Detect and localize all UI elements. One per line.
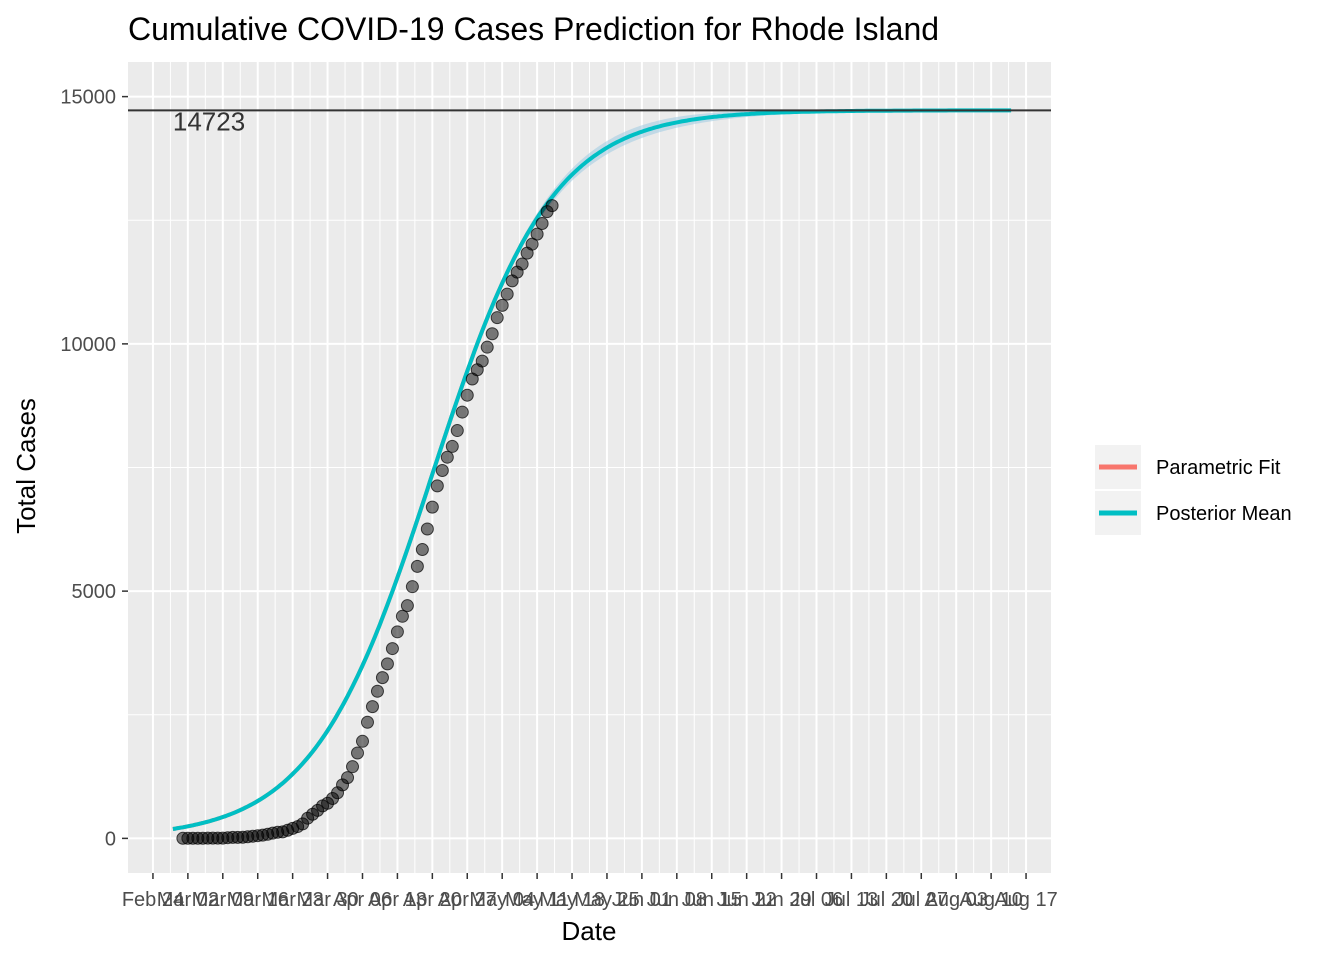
x-tick-label: May 04 bbox=[469, 889, 535, 911]
legend: Parametric Fit Posterior Mean bbox=[1095, 445, 1292, 535]
major-gridlines bbox=[128, 62, 1051, 873]
data-point bbox=[355, 734, 369, 748]
x-tick-label: Apr 06 bbox=[333, 889, 392, 911]
x-tick-label: Aug 17 bbox=[994, 889, 1057, 911]
legend-label-posterior-mean: Posterior Mean bbox=[1156, 503, 1292, 525]
x-tick-label: Apr 20 bbox=[403, 889, 462, 911]
data-point bbox=[420, 522, 434, 536]
data-point bbox=[395, 609, 409, 623]
data-point bbox=[500, 287, 514, 301]
x-tick-label: Apr 27 bbox=[438, 889, 497, 911]
data-point bbox=[455, 405, 469, 419]
data-point bbox=[400, 599, 414, 613]
x-tick-label: Aug 03 bbox=[925, 889, 988, 911]
data-point bbox=[435, 464, 449, 478]
minor-gridlines bbox=[128, 62, 1051, 873]
data-point bbox=[475, 354, 489, 368]
y-axis-title: Total Cases bbox=[11, 398, 41, 534]
data-point bbox=[425, 500, 439, 514]
y-tick-label: 15000 bbox=[60, 87, 116, 109]
x-tick-label: Jul 20 bbox=[860, 889, 913, 911]
x-tick-label: Aug 10 bbox=[959, 889, 1022, 911]
legend-label-parametric-fit: Parametric Fit bbox=[1156, 457, 1281, 479]
x-tick-label: Jun 08 bbox=[647, 889, 707, 911]
x-tick-label: Mar 02 bbox=[157, 889, 219, 911]
x-tick-label: May 25 bbox=[574, 889, 640, 911]
x-tick-label: Mar 16 bbox=[227, 889, 289, 911]
data-point bbox=[341, 771, 355, 785]
data-point bbox=[415, 543, 429, 557]
data-point bbox=[530, 227, 544, 241]
plot-area: 14723 bbox=[128, 62, 1051, 873]
chart-title: Cumulative COVID-19 Cases Prediction for… bbox=[128, 11, 939, 47]
x-tick-label: Mar 30 bbox=[296, 889, 358, 911]
y-axis: 0 5000 10000 15000 bbox=[60, 87, 128, 850]
x-tick-label: Jun 01 bbox=[612, 889, 672, 911]
x-axis-title: Date bbox=[562, 916, 617, 946]
x-tick-label: Jul 13 bbox=[825, 889, 878, 911]
data-point bbox=[480, 340, 494, 354]
x-tick-label: Jun 29 bbox=[752, 889, 812, 911]
data-point bbox=[485, 327, 499, 341]
observed-points bbox=[176, 199, 559, 845]
data-point bbox=[410, 559, 424, 573]
data-point bbox=[430, 479, 444, 493]
data-point bbox=[380, 657, 394, 671]
data-point bbox=[495, 298, 509, 312]
data-point bbox=[405, 580, 419, 594]
data-point bbox=[460, 388, 474, 402]
data-point bbox=[390, 625, 404, 639]
data-point bbox=[545, 199, 559, 213]
data-point bbox=[365, 700, 379, 714]
x-tick-label: Feb 24 bbox=[122, 889, 184, 911]
y-tick-label: 5000 bbox=[72, 581, 117, 603]
data-point bbox=[370, 684, 384, 698]
data-point bbox=[360, 715, 374, 729]
x-tick-label: Jun 15 bbox=[682, 889, 742, 911]
x-tick-label: Mar 09 bbox=[192, 889, 254, 911]
data-point bbox=[490, 311, 504, 325]
data-point bbox=[375, 671, 389, 685]
x-tick-label: May 18 bbox=[539, 889, 605, 911]
y-tick-label: 0 bbox=[105, 828, 116, 850]
x-tick-label: Jul 06 bbox=[790, 889, 843, 911]
data-point bbox=[515, 257, 529, 271]
x-tick-label: Jun 22 bbox=[717, 889, 777, 911]
data-point bbox=[346, 760, 360, 774]
x-tick-label: May 11 bbox=[505, 889, 569, 911]
x-tick-label: Apr 13 bbox=[368, 889, 427, 911]
data-point bbox=[351, 746, 365, 760]
data-point bbox=[535, 217, 549, 231]
data-point bbox=[450, 424, 464, 438]
hline-label: 14723 bbox=[173, 106, 245, 136]
data-point bbox=[445, 439, 459, 453]
x-tick-label: Mar 23 bbox=[262, 889, 324, 911]
x-tick-label: Jul 27 bbox=[895, 889, 948, 911]
data-point bbox=[385, 642, 399, 656]
data-point bbox=[440, 450, 454, 464]
y-tick-label: 10000 bbox=[60, 334, 116, 356]
